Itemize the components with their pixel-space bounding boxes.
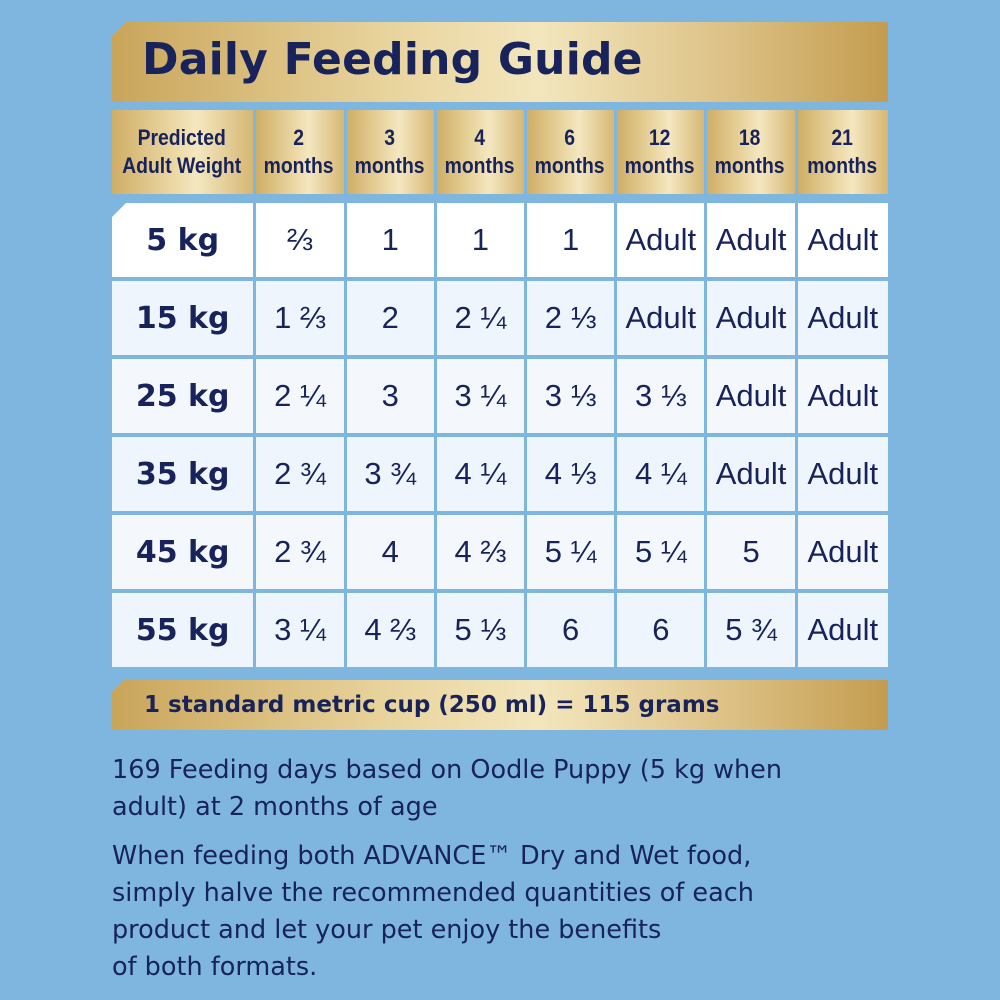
table-row: 5 kg ⅔ 1 1 1 Adult Adult Adult [112, 203, 888, 281]
table-cell: 5 ¼ [527, 515, 617, 593]
table-cell: 2 ¼ [256, 359, 346, 437]
table-cell: 2 ¼ [436, 281, 527, 359]
table-cell: 1 ⅔ [256, 281, 346, 359]
table-cell: 4 ¼ [436, 437, 527, 515]
table-cell: 3 ⅓ [617, 359, 707, 437]
table-cell: 2 ⅓ [527, 281, 617, 359]
note-line: adult) at 2 months of age [112, 792, 438, 822]
table-header-row: Predicted Adult Weight 2 months 3 months… [112, 110, 888, 203]
weight-cell: 55 kg [112, 593, 256, 671]
table-cell: 5 ⅓ [436, 593, 527, 671]
table-cell: 2 ¾ [256, 437, 346, 515]
weight-cell: 25 kg [112, 359, 256, 437]
feeding-table: Predicted Adult Weight 2 months 3 months… [112, 110, 888, 671]
table-cell: Adult [707, 437, 797, 515]
table-cell: 3 ¼ [256, 593, 346, 671]
header-age-2: 2 months [256, 110, 346, 203]
header-age-3: 3 months [346, 110, 437, 203]
header-weight: Predicted Adult Weight [112, 110, 256, 203]
table-cell: Adult [797, 515, 888, 593]
table-cell: Adult [617, 203, 707, 281]
weight-cell: 35 kg [112, 437, 256, 515]
page-title: Daily Feeding Guide [142, 34, 643, 85]
table-row: 55 kg 3 ¼ 4 ⅔ 5 ⅓ 6 6 5 ¾ Adult [112, 593, 888, 671]
table-cell: 2 [346, 281, 437, 359]
table-cell: 3 ¼ [436, 359, 527, 437]
table-cell: 3 [346, 359, 437, 437]
table-cell: 3 ⅓ [527, 359, 617, 437]
header-age-num: 3 [383, 125, 395, 150]
table-cell: ⅔ [256, 203, 346, 281]
table-cell: Adult [707, 203, 797, 281]
table-cell: Adult [707, 281, 797, 359]
table-cell: 4 ⅓ [527, 437, 617, 515]
table-cell: 4 [346, 515, 437, 593]
table-cell: Adult [797, 437, 888, 515]
table-cell: 6 [527, 593, 617, 671]
header-age-num: 4 [474, 125, 485, 150]
table-cell: 5 ¼ [617, 515, 707, 593]
table-cell: Adult [797, 281, 888, 359]
table-cell: 4 ⅔ [436, 515, 527, 593]
note-line: of both formats. [112, 952, 318, 982]
feeding-days-note: 169 Feeding days based on Oodle Puppy (5… [112, 752, 872, 826]
cup-conversion-text: 1 standard metric cup (250 ml) = 115 gra… [144, 692, 720, 718]
header-age-unit: months [354, 153, 425, 178]
table-cell: Adult [797, 203, 888, 281]
weight-cell: 5 kg [112, 203, 256, 281]
note-line: When feeding both ADVANCE™ Dry and Wet f… [112, 841, 752, 871]
header-age-unit: months [806, 153, 877, 178]
table-cell: Adult [707, 359, 797, 437]
table-cell: 1 [527, 203, 617, 281]
header-age-unit: months [444, 153, 515, 178]
table-cell: 1 [436, 203, 527, 281]
header-age-18: 18 months [707, 110, 797, 203]
table-cell: 5 [707, 515, 797, 593]
header-age-unit: months [264, 153, 334, 178]
title-banner: Daily Feeding Guide [112, 22, 888, 102]
header-age-unit: months [624, 153, 695, 178]
cup-conversion-banner: 1 standard metric cup (250 ml) = 115 gra… [112, 680, 888, 730]
table-row: 35 kg 2 ¾ 3 ¾ 4 ¼ 4 ⅓ 4 ¼ Adult Adult [112, 437, 888, 515]
notes-section: 169 Feeding days based on Oodle Puppy (5… [112, 752, 872, 998]
header-age-4: 4 months [436, 110, 527, 203]
table-cell: 4 ¼ [617, 437, 707, 515]
header-age-unit: months [715, 153, 786, 178]
table-cell: Adult [797, 593, 888, 671]
header-age-12: 12 months [617, 110, 707, 203]
header-age-num: 2 [293, 125, 305, 150]
table-cell: 6 [617, 593, 707, 671]
note-line: product and let your pet enjoy the benef… [112, 915, 662, 945]
table-cell: 5 ¾ [707, 593, 797, 671]
weight-cell: 45 kg [112, 515, 256, 593]
dual-feeding-note: When feeding both ADVANCE™ Dry and Wet f… [112, 838, 872, 986]
table-cell: 3 ¾ [346, 437, 437, 515]
table-row: 25 kg 2 ¼ 3 3 ¼ 3 ⅓ 3 ⅓ Adult Adult [112, 359, 888, 437]
table-cell: Adult [617, 281, 707, 359]
table-cell: 1 [346, 203, 437, 281]
header-age-num: 21 [831, 125, 853, 150]
weight-cell: 15 kg [112, 281, 256, 359]
header-age-num: 18 [739, 125, 761, 150]
note-line: 169 Feeding days based on Oodle Puppy (5… [112, 755, 782, 785]
header-age-6: 6 months [527, 110, 617, 203]
table-cell: Adult [797, 359, 888, 437]
header-age-num: 6 [564, 125, 576, 150]
table-row: 45 kg 2 ¾ 4 4 ⅔ 5 ¼ 5 ¼ 5 Adult [112, 515, 888, 593]
header-age-21: 21 months [797, 110, 888, 203]
table-row: 15 kg 1 ⅔ 2 2 ¼ 2 ⅓ Adult Adult Adult [112, 281, 888, 359]
header-weight-line1: Predicted [137, 125, 226, 150]
note-line: simply halve the recommended quantities … [112, 878, 754, 908]
table-cell: 2 ¾ [256, 515, 346, 593]
header-weight-line2: Adult Weight [122, 153, 242, 178]
header-age-num: 12 [649, 125, 671, 150]
table-cell: 4 ⅔ [346, 593, 437, 671]
header-age-unit: months [534, 153, 605, 178]
